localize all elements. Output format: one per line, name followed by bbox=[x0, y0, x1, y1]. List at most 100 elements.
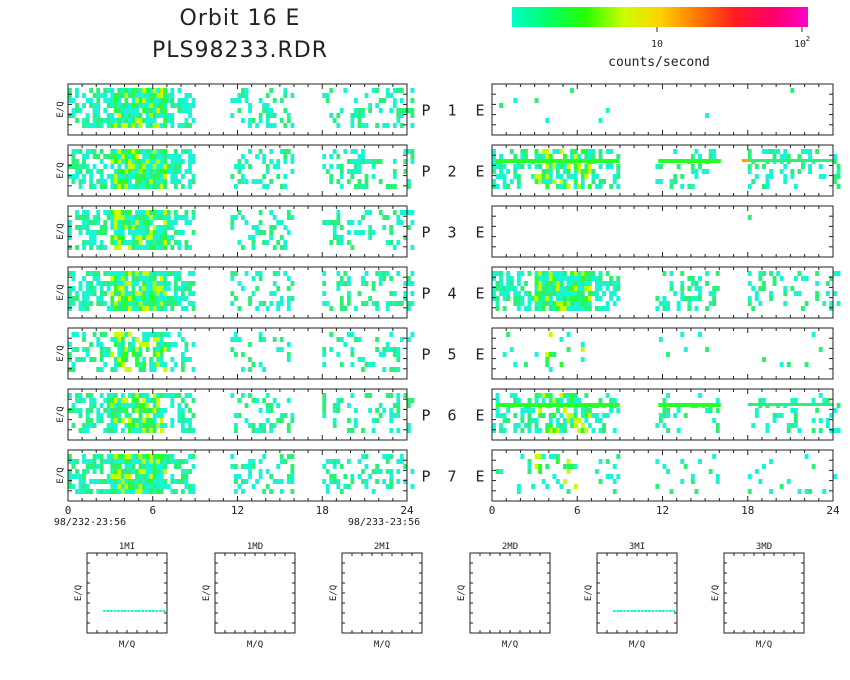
heat-cell bbox=[495, 393, 500, 398]
heat-cell bbox=[368, 103, 372, 108]
heat-cell bbox=[666, 301, 670, 306]
heat-cell bbox=[103, 245, 108, 250]
heat-cell bbox=[492, 159, 496, 164]
heat-cell bbox=[191, 118, 196, 123]
heat-cell bbox=[698, 276, 702, 281]
heat-cell bbox=[166, 484, 171, 489]
heat-cell bbox=[357, 474, 362, 479]
heat-cell bbox=[573, 393, 578, 398]
heat-cell bbox=[156, 301, 161, 306]
heat-cell bbox=[258, 210, 263, 215]
heat-cell bbox=[128, 332, 132, 337]
heat-cell bbox=[371, 174, 376, 179]
heat-cell bbox=[382, 479, 387, 484]
heat-cell bbox=[509, 276, 514, 281]
heat-cell bbox=[156, 398, 161, 403]
heat-cell bbox=[495, 296, 500, 301]
heat-cell bbox=[241, 479, 245, 484]
heat-cell bbox=[552, 149, 557, 154]
heat-cell bbox=[747, 149, 752, 154]
heat-cell bbox=[128, 271, 132, 276]
heat-cell bbox=[666, 393, 670, 398]
heat-cell bbox=[336, 459, 341, 464]
heat-cell bbox=[265, 108, 270, 113]
heat-cell bbox=[666, 428, 670, 433]
heat-cell bbox=[534, 393, 539, 398]
heat-band bbox=[496, 403, 620, 407]
heat-cell bbox=[138, 418, 143, 423]
heat-cell bbox=[513, 296, 518, 301]
heat-cell bbox=[563, 286, 567, 291]
heat-cell bbox=[135, 281, 139, 286]
heat-cell bbox=[170, 301, 175, 306]
heat-cell bbox=[396, 118, 401, 123]
heat-cell bbox=[113, 286, 118, 291]
heat-cell bbox=[655, 459, 660, 464]
heat-cell bbox=[138, 306, 143, 311]
heat-cell bbox=[142, 245, 146, 250]
heat-cell bbox=[683, 347, 688, 352]
heat-cell bbox=[772, 154, 777, 159]
heat-cell bbox=[131, 403, 136, 408]
heat-cell bbox=[145, 301, 150, 306]
heat-band bbox=[496, 159, 620, 163]
heat-cell bbox=[612, 286, 617, 291]
heat-cell bbox=[255, 271, 259, 276]
heat-cell bbox=[552, 271, 557, 276]
heat-cell bbox=[751, 179, 756, 184]
heat-cell bbox=[552, 428, 557, 433]
heat-cell bbox=[142, 398, 146, 403]
heat-cell bbox=[149, 479, 153, 484]
heat-cell bbox=[170, 423, 175, 428]
heat-cell bbox=[279, 118, 284, 123]
heat-cell bbox=[673, 413, 678, 418]
heat-cell bbox=[117, 230, 122, 235]
heat-cell bbox=[609, 184, 614, 189]
heat-cell bbox=[152, 484, 157, 489]
heat-cell bbox=[135, 230, 139, 235]
heat-cell bbox=[783, 174, 788, 179]
heat-cell bbox=[283, 123, 288, 128]
heat-cell bbox=[350, 362, 355, 367]
heat-cell bbox=[78, 474, 83, 479]
heat-cell bbox=[573, 306, 578, 311]
heat-cell bbox=[272, 225, 277, 230]
heat-cell bbox=[99, 301, 104, 306]
heat-cell bbox=[368, 159, 372, 164]
heat-cell bbox=[336, 154, 341, 159]
heat-cell bbox=[389, 484, 394, 489]
small-plot-title: 2MD bbox=[502, 542, 518, 552]
heat-cell bbox=[255, 123, 259, 128]
heat-cell bbox=[138, 367, 143, 372]
heat-cell bbox=[170, 220, 175, 225]
heat-cell bbox=[258, 408, 263, 413]
heat-cell bbox=[159, 479, 164, 484]
heat-cell bbox=[804, 301, 809, 306]
heat-cell bbox=[152, 403, 157, 408]
heat-cell bbox=[156, 352, 161, 357]
heat-cell bbox=[255, 179, 259, 184]
heat-cell bbox=[142, 367, 146, 372]
heat-cell bbox=[368, 393, 372, 398]
heat-cell bbox=[251, 276, 256, 281]
heat-cell bbox=[502, 296, 507, 301]
heat-cell bbox=[68, 367, 72, 372]
heat-cell bbox=[361, 301, 365, 306]
heat-cell bbox=[163, 291, 168, 296]
heat-cell bbox=[751, 306, 756, 311]
heat-cell bbox=[163, 362, 168, 367]
heat-cell bbox=[248, 301, 252, 306]
heat-cell bbox=[602, 428, 606, 433]
heat-cell bbox=[142, 291, 146, 296]
heat-cell bbox=[538, 276, 543, 281]
heat-cell bbox=[396, 215, 401, 220]
heat-cell bbox=[173, 164, 178, 169]
heat-cell bbox=[110, 408, 115, 413]
heat-cell bbox=[145, 464, 150, 469]
heat-cell bbox=[609, 164, 614, 169]
heat-cell bbox=[85, 352, 90, 357]
heat-cell bbox=[181, 123, 185, 128]
heat-cell bbox=[612, 301, 617, 306]
heat-cell bbox=[128, 149, 132, 154]
heat-cell bbox=[241, 88, 245, 93]
